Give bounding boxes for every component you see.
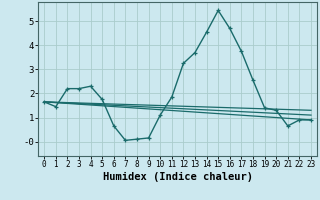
X-axis label: Humidex (Indice chaleur): Humidex (Indice chaleur) — [103, 172, 252, 182]
